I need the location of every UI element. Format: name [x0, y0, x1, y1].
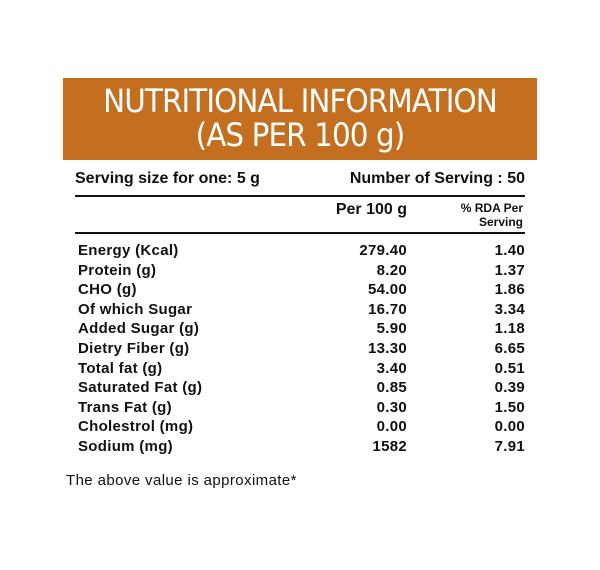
row-label: Dietry Fiber (g) — [78, 339, 190, 357]
row-label: Of which Sugar — [78, 300, 193, 318]
row-label: Trans Fat (g) — [78, 398, 172, 416]
row-label: Total fat (g) — [78, 359, 163, 377]
serving-size-text: Serving size for one: 5 g — [75, 170, 260, 187]
row-rda-value: 3.34 — [494, 300, 525, 318]
table-row: CHO (g) 54.00 1.86 — [78, 280, 525, 300]
row-rda-value: 0.39 — [494, 379, 525, 397]
title-line-1: NUTRITIONAL INFORMATION — [103, 82, 498, 120]
rda-header-line-1: % RDA Per — [460, 201, 523, 215]
row-rda-value: 1.37 — [494, 261, 525, 279]
row-per100-value: 0.85 — [376, 379, 407, 397]
row-per100-value: 3.40 — [376, 359, 407, 377]
row-label: CHO (g) — [78, 281, 137, 299]
rda-header-line-2: Serving — [478, 215, 523, 229]
column-header-rda: % RDA Per Serving — [461, 201, 523, 229]
table-row: Saturated Fat (g) 0.85 0.39 — [78, 378, 525, 398]
table-row: Total fat (g) 3.40 0.51 — [78, 359, 525, 379]
row-label: Sodium (mg) — [78, 437, 173, 455]
table-row: Dietry Fiber (g) 13.30 6.65 — [78, 339, 525, 359]
table-row: Of which Sugar 16.70 3.34 — [78, 300, 525, 320]
serving-count-text: Number of Serving : 50 — [349, 170, 525, 187]
row-per100-value: 1582 — [372, 437, 407, 455]
row-label: Protein (g) — [78, 261, 157, 279]
table-row: Added Sugar (g) 5.90 1.18 — [78, 319, 525, 339]
table-row: Cholestrol (mg) 0.00 0.00 — [78, 417, 525, 437]
row-per100-value: 0.00 — [376, 418, 407, 436]
table-row: Energy (Kcal) 279.40 1.40 — [78, 241, 525, 261]
row-per100-value: 54.00 — [367, 281, 407, 299]
row-per100-value: 0.30 — [376, 398, 407, 416]
row-label: Cholestrol (mg) — [78, 418, 194, 436]
row-per100-value: 8.20 — [376, 261, 407, 279]
row-per100-value: 5.90 — [376, 320, 407, 338]
row-rda-value: 6.65 — [494, 339, 525, 357]
footnote: The above value is approximate* — [66, 472, 297, 489]
row-label: Added Sugar (g) — [78, 320, 200, 338]
row-per100-value: 279.40 — [359, 242, 407, 259]
row-per100-value: 16.70 — [367, 300, 407, 318]
row-rda-value: 1.40 — [494, 242, 525, 259]
row-rda-value: 1.18 — [494, 320, 525, 338]
row-rda-value: 1.86 — [494, 281, 525, 299]
row-label: Saturated Fat (g) — [78, 379, 203, 397]
serving-info: Serving size for one: 5 g Number of Serv… — [75, 170, 525, 192]
row-label: Energy (Kcal) — [78, 242, 179, 259]
table-row: Protein (g) 8.20 1.37 — [78, 261, 525, 281]
nutrition-table: Energy (Kcal) 279.40 1.40 Protein (g) 8.… — [78, 241, 525, 457]
table-row: Trans Fat (g) 0.30 1.50 — [78, 398, 525, 418]
header-divider — [75, 232, 525, 234]
column-header-per-100g: Per 100 g — [335, 201, 407, 218]
table-row: Sodium (mg) 1582 7.91 — [78, 437, 525, 457]
title-banner: NUTRITIONAL INFORMATION (AS PER 100 g) — [63, 78, 537, 160]
title-line-2: (AS PER 100 g) — [195, 116, 406, 154]
row-rda-value: 1.50 — [494, 398, 525, 416]
row-rda-value: 7.91 — [494, 437, 525, 455]
row-rda-value: 0.51 — [494, 359, 525, 377]
row-rda-value: 0.00 — [494, 418, 525, 436]
top-divider — [75, 195, 525, 197]
row-per100-value: 13.30 — [367, 339, 407, 357]
